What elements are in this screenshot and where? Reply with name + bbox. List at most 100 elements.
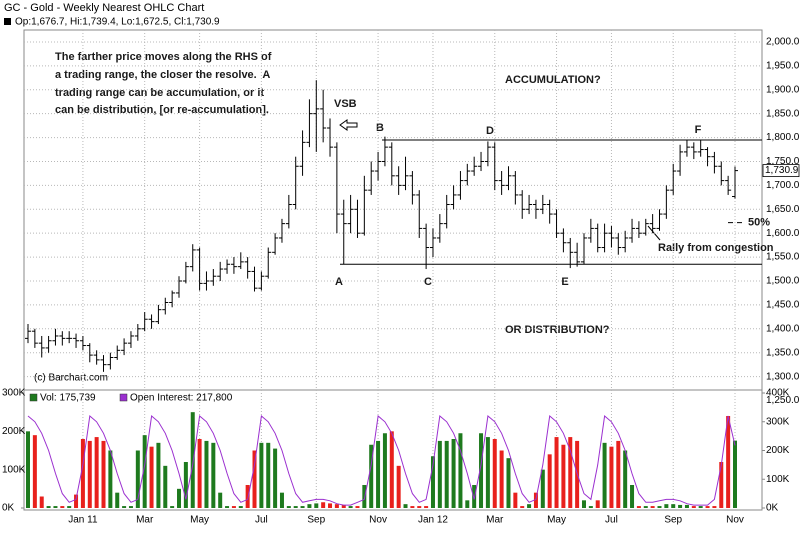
volume-bar bbox=[657, 506, 662, 508]
distribution-label: OR DISTRIBUTION? bbox=[505, 324, 610, 336]
volume-bar bbox=[499, 450, 504, 508]
volume-bar bbox=[396, 465, 401, 508]
volume-bar bbox=[170, 506, 175, 508]
x-tick-label: Sep bbox=[307, 515, 325, 526]
x-tick-label: Jan 11 bbox=[68, 515, 98, 526]
point-label: B bbox=[376, 122, 384, 134]
volume-bar bbox=[74, 494, 79, 508]
x-tick-label: Jul bbox=[255, 515, 268, 526]
volume-bar bbox=[636, 506, 641, 508]
y-tick-label: 1,800.0 bbox=[766, 132, 800, 143]
volume-bar bbox=[485, 437, 490, 508]
vsb-label: VSB bbox=[334, 98, 357, 110]
volume-bar bbox=[698, 506, 703, 508]
legend-label: Vol: 175,739 bbox=[40, 393, 96, 404]
volume-bar bbox=[533, 492, 538, 508]
y-tick-label: 1,400.0 bbox=[766, 323, 800, 334]
fifty-percent-label: 50% bbox=[748, 217, 770, 229]
volume-bar bbox=[369, 444, 374, 508]
volume-bar bbox=[492, 439, 497, 508]
volume-bar bbox=[540, 469, 545, 508]
volume-bar bbox=[705, 506, 710, 508]
volume-bar bbox=[520, 506, 525, 508]
volume-bar bbox=[163, 465, 168, 508]
note-line: The farther price moves along the RHS of bbox=[55, 51, 272, 63]
y-tick-label: 2,000.0 bbox=[766, 37, 800, 48]
volume-bar bbox=[643, 506, 648, 508]
volume-bar bbox=[417, 506, 422, 508]
y2-tick-label: 200K bbox=[766, 445, 790, 456]
x-tick-label: Jul bbox=[605, 515, 618, 526]
volume-bar bbox=[60, 506, 65, 508]
volume-bar bbox=[39, 496, 44, 508]
y-tick-label: 300K bbox=[2, 388, 26, 399]
volume-bar bbox=[67, 506, 72, 508]
volume-bar bbox=[238, 506, 243, 508]
legend-swatch bbox=[29, 393, 38, 402]
volume-bar bbox=[266, 442, 271, 508]
volume-bar bbox=[321, 502, 326, 508]
x-tick-label: May bbox=[547, 515, 566, 526]
volume-bar bbox=[650, 506, 655, 508]
chart-title: GC - Gold - Weekly Nearest OHLC Chart bbox=[4, 2, 204, 14]
volume-bar bbox=[684, 504, 689, 508]
volume-bar bbox=[382, 433, 387, 508]
volume-bar bbox=[177, 488, 182, 508]
volume-bar bbox=[444, 440, 449, 508]
point-label: C bbox=[424, 276, 432, 288]
y-tick-label: 1,300.0 bbox=[766, 371, 800, 382]
volume-bar bbox=[252, 450, 257, 508]
x-tick-label: Nov bbox=[726, 515, 744, 526]
volume-bar bbox=[376, 440, 381, 508]
volume-bar bbox=[630, 485, 635, 508]
volume-bar bbox=[156, 442, 161, 508]
accumulation-label: ACCUMULATION? bbox=[505, 74, 601, 86]
y-tick-label: 1,500.0 bbox=[766, 276, 800, 287]
volume-bar bbox=[588, 506, 593, 508]
y-tick-label: 1,900.0 bbox=[766, 84, 800, 95]
volume-bar bbox=[190, 412, 195, 508]
volume-bar bbox=[286, 506, 291, 508]
volume-bar bbox=[314, 503, 319, 508]
volume-bar bbox=[403, 504, 408, 508]
volume-bar bbox=[671, 504, 676, 508]
note-line: a trading range, the closer the resolve.… bbox=[55, 69, 270, 81]
y-tick-label: 1,600.0 bbox=[766, 228, 800, 239]
volume-bar bbox=[678, 504, 683, 508]
volume-bar bbox=[94, 437, 99, 508]
x-tick-label: Mar bbox=[136, 515, 154, 526]
volume-bar bbox=[80, 439, 85, 508]
volume-bar bbox=[691, 506, 696, 508]
volume-bar bbox=[595, 500, 600, 508]
volume-bar bbox=[410, 506, 415, 508]
volume-bar bbox=[211, 442, 216, 508]
copyright: (c) Barchart.com bbox=[34, 373, 108, 384]
y-tick-label: 1,350.0 bbox=[766, 347, 800, 358]
volume-bar bbox=[726, 416, 731, 508]
y-tick-label: 1,850.0 bbox=[766, 108, 800, 119]
x-tick-label: Mar bbox=[486, 515, 504, 526]
y2-tick-label: 100K bbox=[766, 474, 790, 485]
volume-bar bbox=[32, 435, 37, 508]
volume-bar bbox=[527, 504, 532, 508]
y-tick-label: 200K bbox=[2, 426, 26, 437]
volume-bar bbox=[101, 440, 106, 508]
volume-bar bbox=[53, 506, 58, 508]
y-tick-label: 1,550.0 bbox=[766, 252, 800, 263]
rally-label: Rally from congestion bbox=[658, 242, 774, 254]
volume-bar bbox=[183, 462, 188, 508]
volume-bar bbox=[430, 456, 435, 508]
y2-tick-label: 0K bbox=[766, 503, 779, 514]
y-tick-label: 0K bbox=[2, 503, 15, 514]
volume-bar bbox=[87, 440, 92, 508]
note-line: trading range can be accumulation, or it bbox=[55, 87, 264, 99]
volume-bar bbox=[561, 444, 566, 508]
volume-bar bbox=[554, 437, 559, 508]
volume-bar bbox=[115, 492, 120, 508]
volume-bar bbox=[581, 500, 586, 508]
volume-bar bbox=[245, 485, 250, 508]
volume-bar bbox=[451, 439, 456, 508]
y2-tick-label: 400K bbox=[766, 388, 790, 399]
volume-bar bbox=[46, 506, 51, 508]
